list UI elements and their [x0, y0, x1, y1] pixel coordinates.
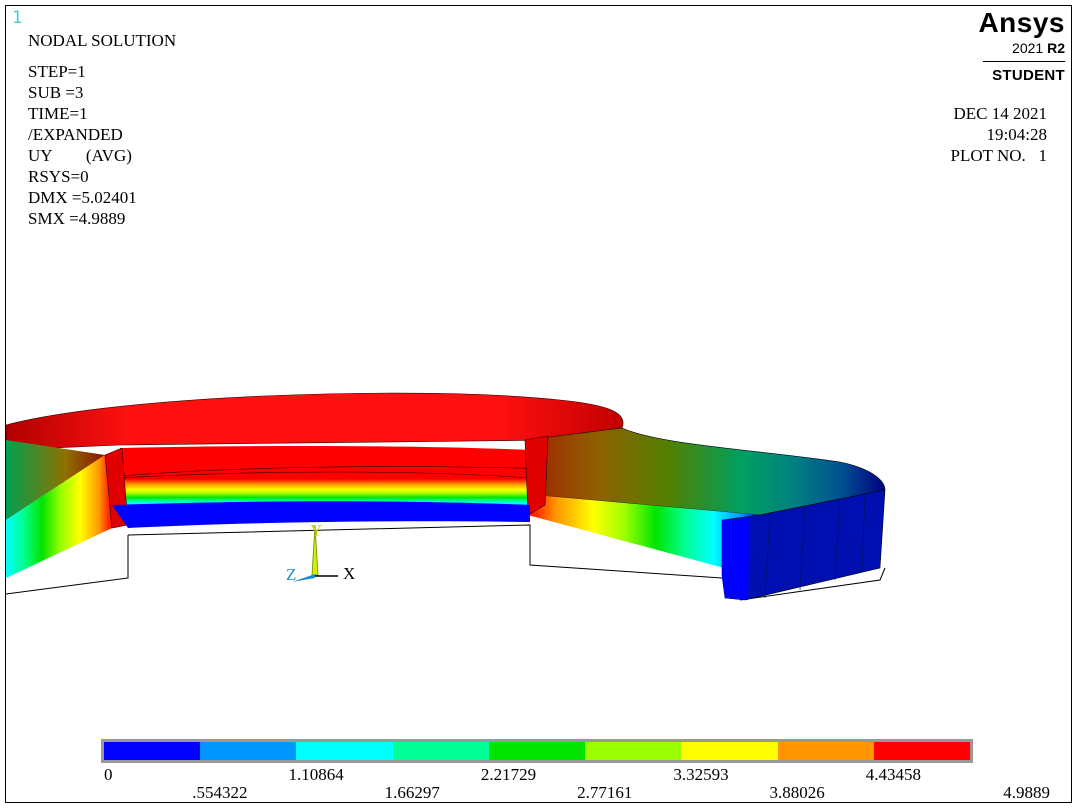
info-time: TIME=1 — [28, 104, 88, 123]
info-expanded: /EXPANDED — [28, 125, 123, 144]
legend-label-top: 0 — [104, 765, 113, 784]
plot-title: NODAL SOLUTION — [28, 31, 177, 50]
left-top-surface — [6, 440, 105, 520]
legend-swatch — [392, 742, 489, 760]
right-cut-edge — [524, 435, 549, 516]
legend-color-bar — [104, 742, 970, 760]
triad-z-label: Z — [286, 565, 296, 584]
version-number: 2021 — [1012, 40, 1048, 56]
ansys-logo: Ansys 2021 R2 STUDENT — [978, 7, 1065, 84]
legend-label-top: 3.32593 — [673, 765, 729, 784]
info-step: STEP=1 — [28, 62, 86, 81]
legend-label-bottom: 3.88026 — [769, 783, 825, 802]
legend-label-bottom: 4.9889 — [1003, 783, 1050, 802]
ring-inner-line — [119, 471, 531, 479]
version-release: R2 — [1047, 40, 1065, 56]
legend-label-top: 2.21729 — [480, 765, 537, 784]
legend-swatch — [873, 742, 970, 760]
info-sub: SUB =3 — [28, 83, 84, 102]
legend-swatch — [104, 742, 201, 760]
legend-label-top: 4.43458 — [865, 765, 922, 784]
brand-divider — [983, 61, 1065, 62]
plot-date: DEC 14 2021 — [953, 104, 1048, 123]
contour-legend — [101, 739, 973, 763]
right-end-front — [722, 518, 750, 600]
undeformed-outline — [5, 524, 886, 601]
graphics-window[interactable] — [5, 5, 1072, 803]
right-end-lines — [764, 492, 866, 599]
plot-time: 19:04:28 — [986, 125, 1047, 144]
ring-outer-wall — [5, 392, 624, 451]
ring-inner-wall — [120, 445, 530, 512]
legend-swatch — [488, 742, 586, 760]
window-number: 1 — [12, 8, 23, 28]
legend-label-bottom: 2.77161 — [577, 783, 633, 802]
legend-swatch — [681, 742, 778, 760]
right-top-surface — [524, 427, 886, 516]
triad-z-axis — [292, 574, 315, 582]
legend-label-top: 1.10864 — [288, 765, 344, 784]
legend-swatch — [585, 742, 682, 760]
brand-version: 2021 R2 — [978, 40, 1065, 56]
brand-name: Ansys — [978, 7, 1065, 38]
legend-label-bottom: 1.66297 — [384, 783, 440, 802]
legend-swatch — [777, 742, 874, 760]
triad-x-label: X — [343, 564, 355, 583]
plot-info: NODAL SOLUTION STEP=1 SUB =3 TIME=1 /EXP… — [28, 30, 176, 229]
triad-y-label: Y — [310, 521, 322, 540]
plot-number: PLOT NO. 1 — [950, 146, 1048, 165]
plot-meta: DEC 14 2021 19:04:28 PLOT NO. 1 — [951, 103, 1048, 166]
brand-edition: STUDENT — [992, 67, 1065, 84]
info-result-item: UY (AVG) — [28, 146, 132, 165]
legend-swatch — [200, 742, 297, 760]
ring-bottom-band — [112, 501, 530, 528]
legend-swatch — [296, 742, 393, 760]
right-cut-face — [528, 495, 760, 575]
info-dmx: DMX =5.02401 — [28, 188, 137, 207]
info-rsys: RSYS=0 — [28, 167, 89, 186]
info-smx: SMX =4.9889 — [28, 209, 126, 228]
legend-label-bottom: .554322 — [192, 783, 248, 802]
coordinate-triad: Y X Z — [286, 521, 355, 584]
left-cut-face — [6, 455, 112, 578]
